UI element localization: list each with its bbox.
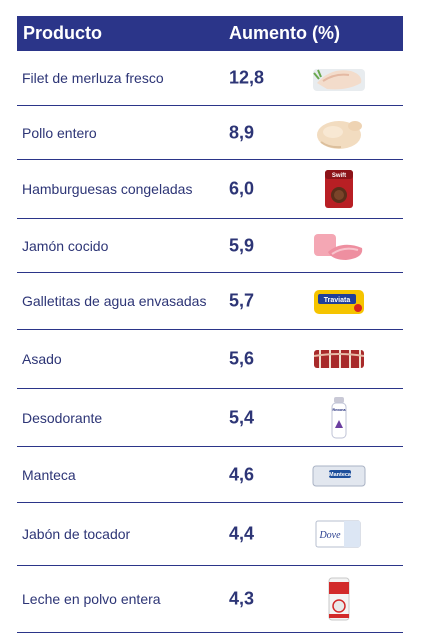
increase-value: 4,4: [229, 523, 255, 544]
soap-image: Dove: [311, 514, 367, 554]
product-name: Galletitas de agua envasadas: [22, 293, 207, 309]
increase-value: 5,6: [229, 348, 255, 369]
crackers-pack-image: Traviata: [311, 281, 367, 321]
increase-value: 4,3: [229, 588, 255, 609]
header-product: Producto: [23, 23, 102, 43]
product-name: Manteca: [22, 466, 76, 483]
fish-fillet-image: [311, 58, 367, 98]
product-name: Pollo entero: [22, 124, 97, 141]
product-name: Filet de merluza fresco: [22, 70, 164, 86]
butter-brand-text: Manteca: [329, 472, 352, 478]
product-name: Jamón cocido: [22, 237, 109, 254]
increase-value: 4,6: [229, 464, 255, 484]
crackers-brand-text: Traviata: [324, 297, 351, 304]
deodorant-brand-text: Rexona: [333, 408, 347, 412]
product-name: Desodorante: [22, 409, 103, 426]
product-name: Leche en polvo entera: [22, 591, 161, 607]
deodorant-image: Rexona: [311, 396, 367, 438]
table-row: Hamburguesas congeladas 6,0 Swift: [17, 160, 403, 219]
table-header: Producto Aumento (%): [17, 16, 403, 51]
milk-powder-image: [311, 577, 367, 621]
ham-image: [311, 226, 367, 266]
increase-value: 8,9: [229, 122, 255, 142]
product-name: Jabón de tocador: [22, 526, 131, 542]
table-row: Leche en polvo entera 4,3: [17, 566, 403, 633]
soap-brand-text: Dove: [318, 530, 341, 541]
product-name: Asado: [22, 351, 62, 367]
table-row: Manteca 4,6 Manteca: [17, 447, 403, 503]
ribs-image: [311, 339, 367, 379]
table-row: Asado 5,6: [17, 330, 403, 389]
table-row: Filet de merluza fresco 12,8: [17, 51, 403, 106]
increase-value: 5,7: [229, 290, 255, 311]
table-row: Jabón de tocador 4,4 Dove: [17, 503, 403, 566]
header-increase: Aumento (%): [229, 23, 340, 43]
table-row: Pollo entero 8,9: [17, 106, 403, 160]
whole-chicken-image: [311, 113, 367, 153]
price-increase-table: Producto Aumento (%) Filet de merluza fr…: [17, 16, 403, 633]
butter-image: Manteca: [311, 455, 367, 495]
table-row: Desodorante 5,4 Rexona: [17, 389, 403, 447]
burger-brand-text: Swift: [332, 173, 346, 179]
burger-box-image: Swift: [311, 169, 367, 209]
increase-value: 5,4: [229, 407, 255, 427]
table-row: Jamón cocido 5,9: [17, 219, 403, 273]
increase-value: 12,8: [229, 67, 265, 88]
increase-value: 5,9: [229, 235, 255, 255]
table-row: Galletitas de agua envasadas 5,7 Traviat…: [17, 273, 403, 330]
product-name: Hamburguesas congeladas: [22, 181, 193, 197]
increase-value: 6,0: [229, 178, 255, 199]
